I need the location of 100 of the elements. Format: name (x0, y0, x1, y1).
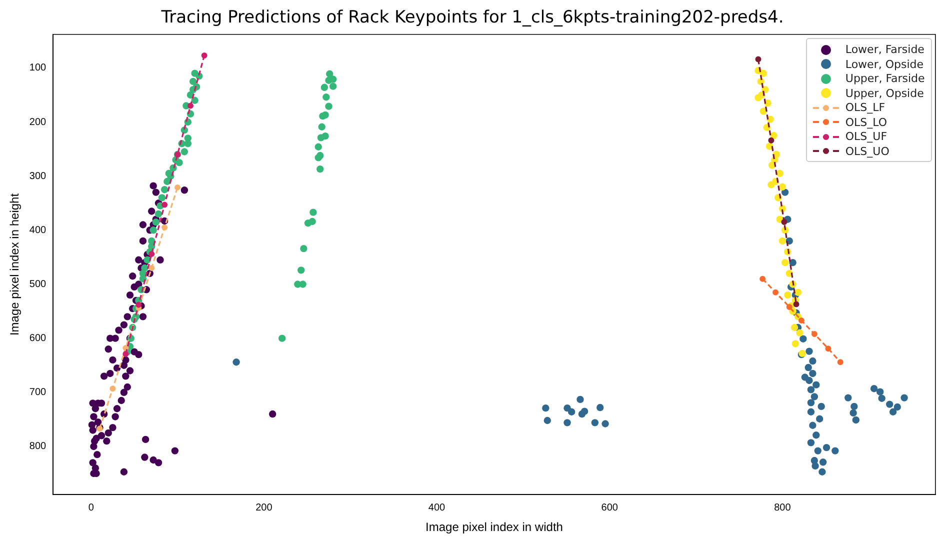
point (576, 396, 584, 404)
y-tick-label: 300 (29, 170, 47, 182)
point (772, 289, 779, 296)
point (760, 108, 768, 115)
point (810, 393, 818, 400)
y-tick-label: 700 (29, 387, 47, 398)
point (806, 348, 813, 355)
x-tick-label: 200 (256, 502, 273, 514)
point (796, 329, 804, 337)
point (807, 399, 815, 406)
point (792, 340, 800, 348)
point (818, 468, 826, 476)
point (818, 402, 825, 410)
point (760, 276, 766, 282)
point (794, 288, 802, 296)
point (591, 419, 599, 426)
point (187, 102, 194, 109)
legend-label: Upper, Opside (845, 86, 924, 100)
legend-label: Upper, Farside (845, 72, 925, 86)
point (837, 359, 844, 366)
point (789, 259, 796, 266)
point (900, 394, 908, 402)
legend-label: OLS_UO (845, 144, 890, 158)
point (542, 404, 550, 412)
legend-label: Lower, Opside (845, 58, 924, 71)
point (809, 357, 816, 365)
y-axis-title: Image pixel index in height (8, 192, 22, 336)
point (148, 250, 155, 257)
point (816, 415, 824, 422)
y-tick-label: 100 (29, 62, 47, 74)
point (568, 408, 576, 416)
point (148, 265, 155, 272)
y-tick-label: 800 (29, 441, 47, 452)
point (819, 458, 827, 466)
point (781, 259, 789, 266)
point (809, 422, 816, 429)
y-tick-label: 200 (29, 116, 47, 128)
point (814, 447, 822, 454)
point (770, 132, 778, 140)
point (876, 388, 884, 396)
point (790, 324, 798, 332)
point (844, 394, 852, 402)
point (136, 302, 142, 308)
point (878, 394, 886, 402)
point (811, 330, 818, 337)
legend-label: OLS_LF (845, 101, 886, 114)
point (886, 400, 894, 408)
point (810, 456, 818, 464)
point (850, 409, 857, 417)
point (807, 408, 815, 416)
point (894, 403, 901, 411)
legend-label: OLS_LO (845, 116, 888, 129)
point (544, 416, 551, 424)
point (162, 224, 168, 230)
x-axis-title: Image pixel index in width (426, 520, 563, 534)
point (174, 184, 181, 190)
point (580, 408, 588, 415)
point (778, 183, 786, 190)
point (786, 304, 792, 310)
point (825, 346, 832, 352)
legend-label: Lower, Farside (845, 43, 924, 56)
point (110, 386, 116, 392)
legend-label: OLS_UF (845, 130, 888, 144)
y-tick-label: 600 (29, 333, 47, 344)
y-tick-label: 500 (29, 278, 47, 290)
point (564, 419, 571, 426)
point (768, 137, 774, 144)
point (812, 432, 820, 439)
point (870, 385, 878, 392)
point (781, 188, 789, 196)
point (852, 416, 860, 424)
point (760, 70, 768, 77)
point (832, 447, 839, 454)
x-tick-label: 600 (601, 502, 618, 514)
point (793, 301, 800, 308)
point (201, 52, 208, 58)
point (801, 374, 809, 381)
point (804, 364, 812, 372)
point (850, 402, 858, 410)
point (162, 202, 168, 208)
point (776, 170, 784, 177)
x-tick-label: 800 (774, 502, 792, 514)
point (798, 317, 804, 324)
point (809, 370, 816, 378)
point (784, 291, 792, 299)
point (807, 386, 815, 394)
point (800, 335, 807, 342)
point (778, 237, 786, 245)
point (781, 219, 788, 226)
point (122, 351, 129, 357)
point (232, 358, 240, 366)
point (602, 420, 609, 428)
y-tick-label: 400 (29, 224, 47, 236)
point (768, 181, 775, 188)
point (889, 408, 897, 416)
x-tick-label: 400 (428, 502, 446, 514)
point (812, 381, 820, 388)
point (807, 439, 815, 446)
point (596, 404, 604, 412)
x-tick-label: 0 (88, 502, 94, 514)
